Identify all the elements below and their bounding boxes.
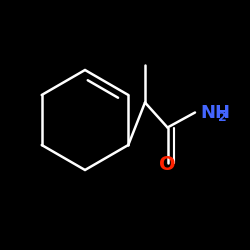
Text: NH: NH (200, 104, 230, 122)
Text: O: O (159, 156, 176, 174)
Text: 2: 2 (218, 111, 227, 124)
